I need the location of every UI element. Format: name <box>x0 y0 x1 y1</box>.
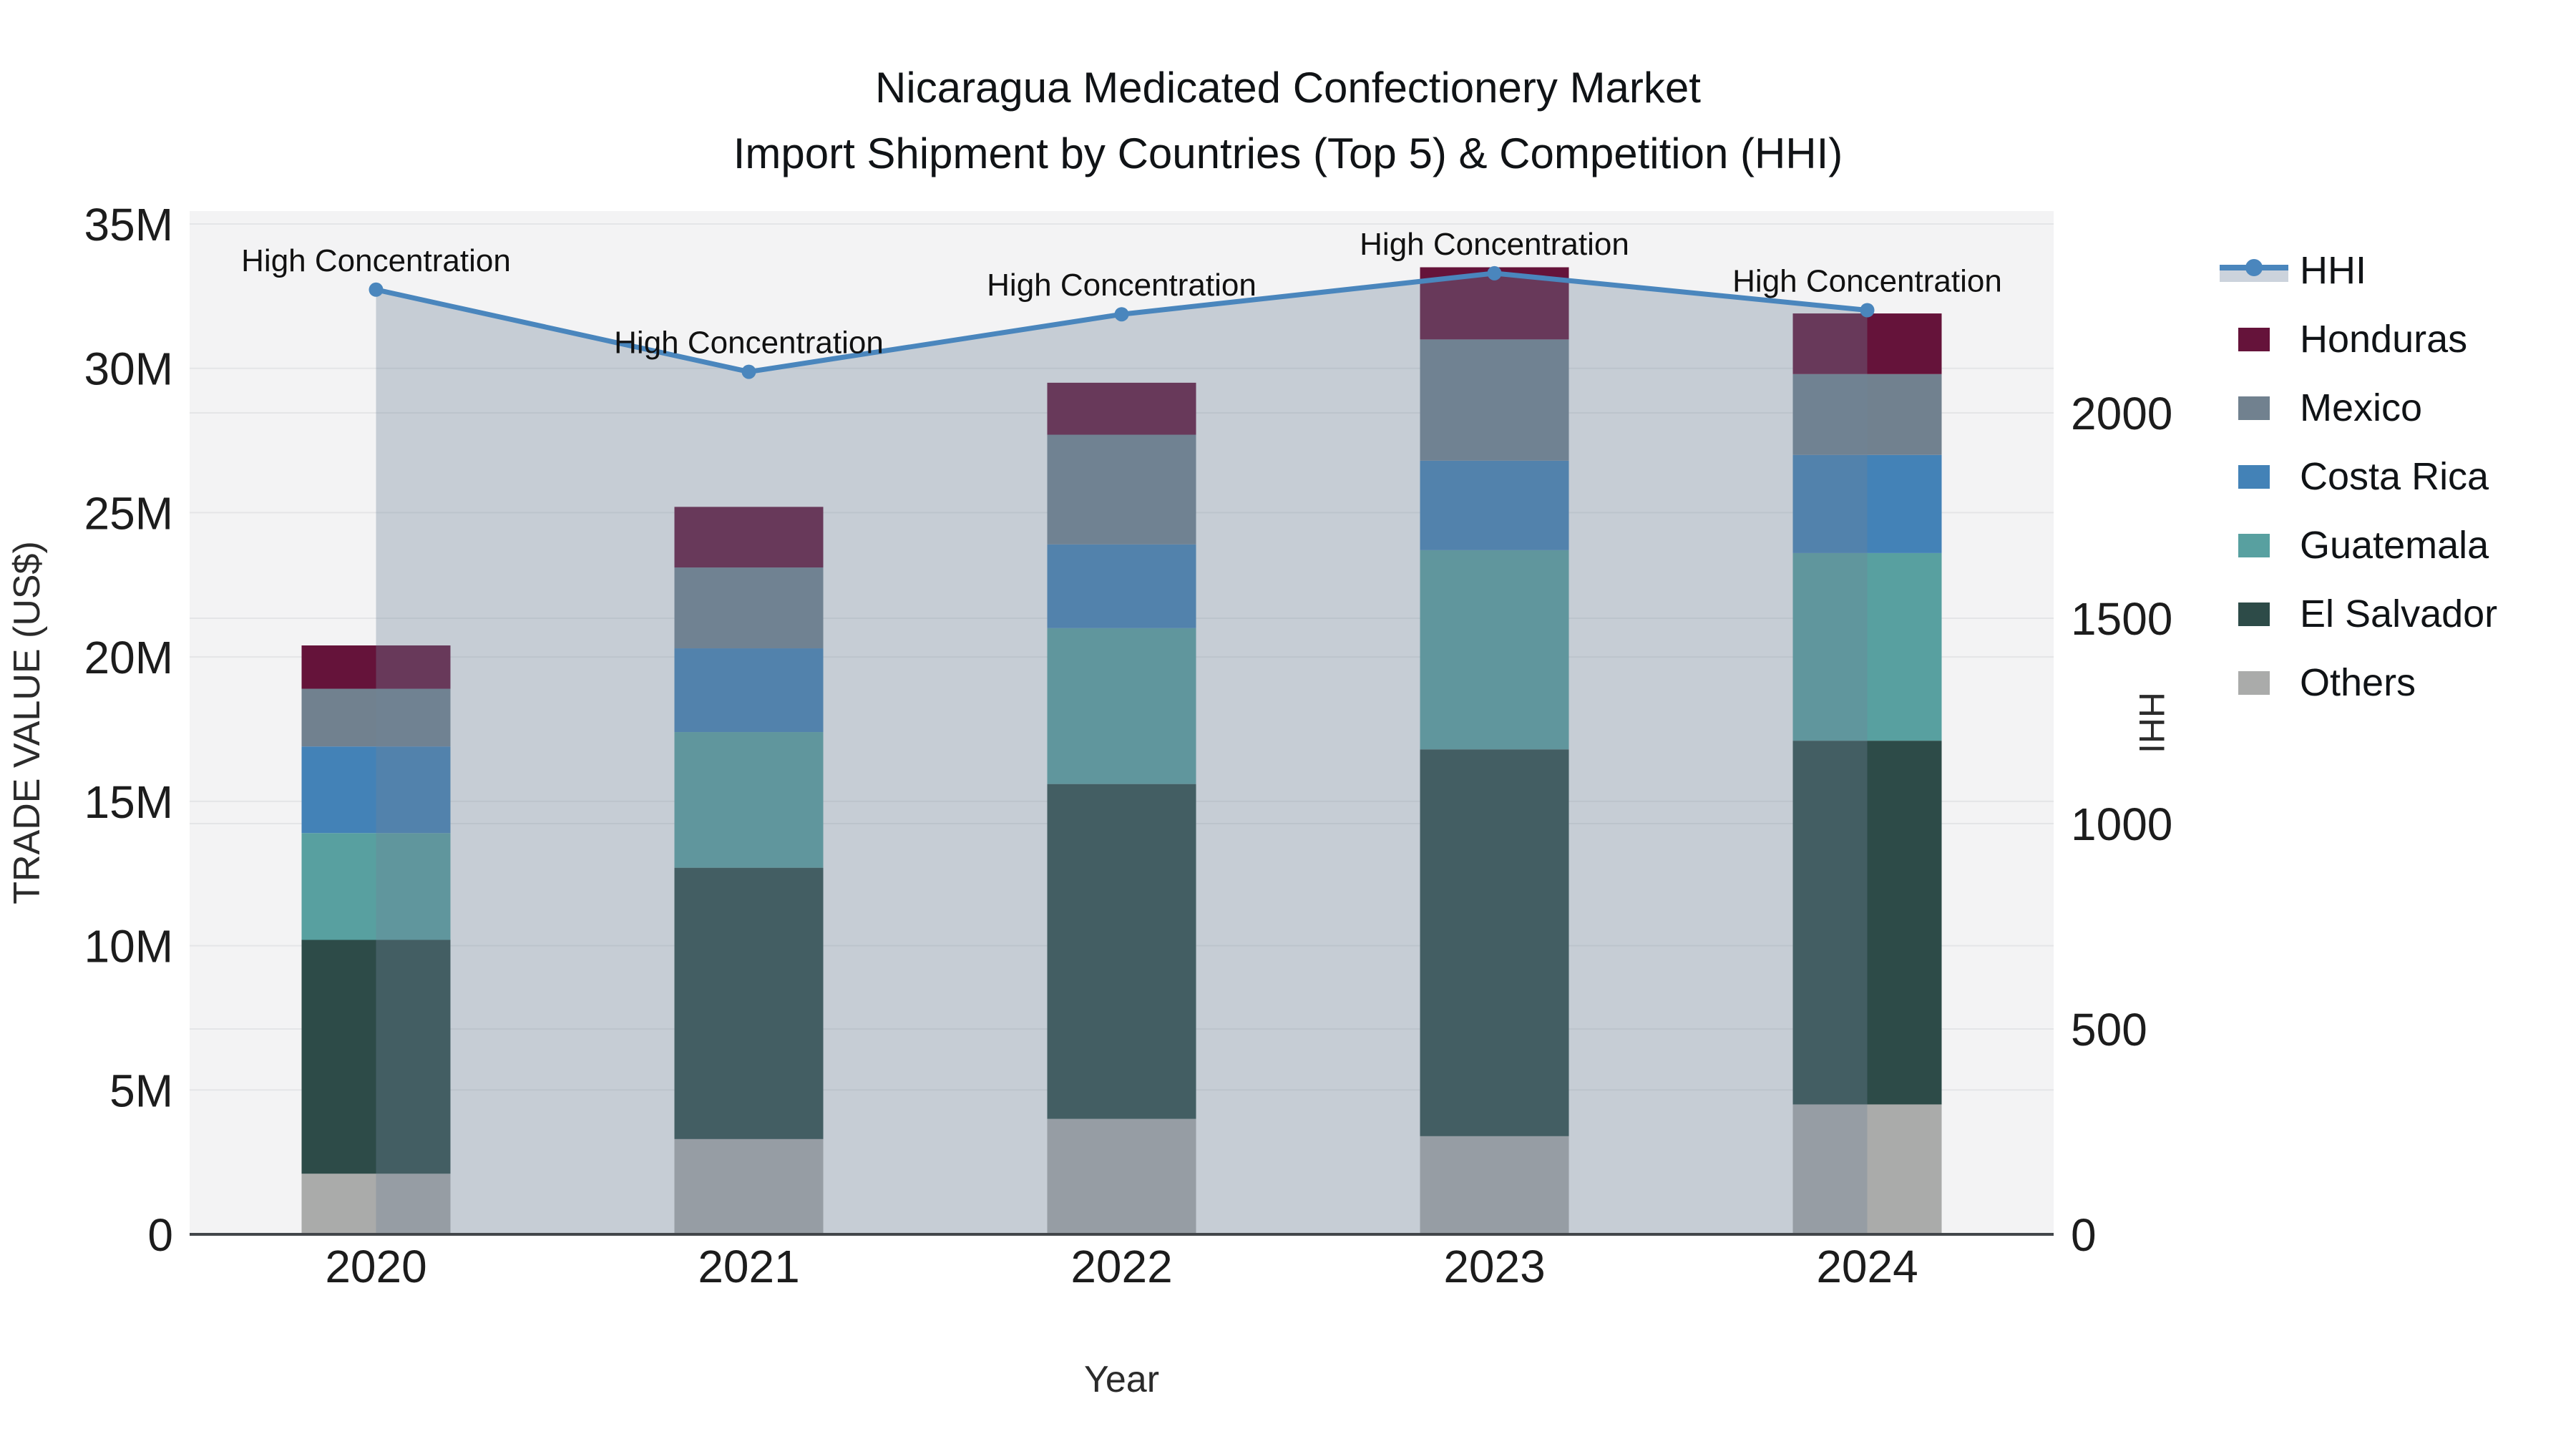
bar-segment-others-2020 <box>301 1174 451 1234</box>
legend-swatch-others <box>2218 670 2290 695</box>
bar-segment-mexico-2020 <box>301 688 451 747</box>
x-tick-label: 2024 <box>1816 1241 1918 1292</box>
bar-segment-honduras-2020 <box>301 645 451 689</box>
legend-item-costa-rica[interactable]: Costa Rica <box>2218 442 2497 511</box>
annotation-high-concentration: High Concentration <box>241 243 511 278</box>
bar-segment-others-2021 <box>674 1138 824 1234</box>
y-left-tick-label: 10M <box>84 921 174 972</box>
bar-segment-others-2022 <box>1047 1118 1196 1234</box>
bar-segment-mexico-2021 <box>674 567 824 649</box>
y-right-tick-label: 1500 <box>2071 593 2172 645</box>
y-right-tick-label: 2000 <box>2071 388 2172 439</box>
legend-label-el-salvador: El Salvador <box>2300 592 2498 635</box>
hhi-area-fill <box>376 273 1868 1235</box>
legend-item-hhi[interactable]: HHI <box>2218 236 2497 305</box>
y-left-tick-label: 25M <box>84 487 174 539</box>
bar-segment-costa-rica-2024 <box>1792 454 1942 553</box>
x-tick-label: 2020 <box>325 1241 426 1292</box>
hhi-marker-2024 <box>1860 303 1875 318</box>
bar-segment-guatemala-2024 <box>1792 552 1942 741</box>
legend: HHI Honduras Mexico Costa Rica Guatemala El S… <box>2218 236 2497 717</box>
legend-label-others: Others <box>2300 661 2416 704</box>
bar-segment-el-salvador-2020 <box>301 940 451 1174</box>
bar-segment-guatemala-2020 <box>301 833 451 940</box>
legend-label-guatemala: Guatemala <box>2300 524 2489 567</box>
legend-item-honduras[interactable]: Honduras <box>2218 305 2497 374</box>
y-left-tick-label: 30M <box>84 343 174 395</box>
hhi-marker-2023 <box>1487 265 1502 280</box>
bar-segment-el-salvador-2024 <box>1792 741 1942 1105</box>
bar-segment-costa-rica-2022 <box>1047 544 1196 628</box>
bar-segment-others-2023 <box>1420 1136 1569 1234</box>
bar-segment-honduras-2024 <box>1792 313 1942 374</box>
legend-label-honduras: Honduras <box>2300 318 2468 361</box>
bar-segment-el-salvador-2021 <box>674 867 824 1139</box>
bar-segment-mexico-2024 <box>1792 374 1942 455</box>
bar-segment-guatemala-2023 <box>1420 550 1569 750</box>
legend-item-others[interactable]: Others <box>2218 648 2497 717</box>
chart-subtitle: Import Shipment by Countries (Top 5) & C… <box>733 130 1843 177</box>
x-axis-title: Year <box>1084 1359 1159 1400</box>
legend-swatch-costa-rica <box>2218 464 2290 489</box>
chart-title: Nicaragua Medicated Confectionery Market <box>875 64 1701 112</box>
y-right-tick-label: 0 <box>2071 1209 2097 1261</box>
y-left-tick-label: 35M <box>84 199 174 250</box>
bar-segment-costa-rica-2023 <box>1420 460 1569 550</box>
legend-item-el-salvador[interactable]: El Salvador <box>2218 580 2497 648</box>
annotation-high-concentration: High Concentration <box>614 326 884 361</box>
bar-segment-mexico-2023 <box>1420 339 1569 461</box>
y-left-tick-label: 15M <box>84 776 174 828</box>
bar-segment-others-2024 <box>1792 1104 1942 1234</box>
y-left-axis-title: TRADE VALUE (US$) <box>6 541 48 904</box>
annotation-high-concentration: High Concentration <box>987 268 1257 303</box>
hhi-marker-2022 <box>1114 307 1129 322</box>
legend-item-guatemala[interactable]: Guatemala <box>2218 511 2497 580</box>
x-tick-label: 2023 <box>1443 1241 1545 1292</box>
legend-swatch-el-salvador <box>2218 602 2290 626</box>
x-tick-label: 2022 <box>1070 1241 1172 1292</box>
bar-segment-el-salvador-2023 <box>1420 749 1569 1136</box>
annotation-high-concentration: High Concentration <box>1360 227 1629 262</box>
legend-label-mexico: Mexico <box>2300 386 2423 429</box>
annotation-high-concentration: High Concentration <box>1732 264 2002 299</box>
bar-segment-honduras-2021 <box>674 507 824 568</box>
bar-segment-costa-rica-2021 <box>674 648 824 733</box>
legend-label-hhi: HHI <box>2300 249 2366 292</box>
bar-segment-guatemala-2022 <box>1047 628 1196 784</box>
bar-segment-honduras-2022 <box>1047 382 1196 435</box>
y-right-axis-title: HHI <box>2132 692 2172 753</box>
y-left-tick-label: 20M <box>84 632 174 683</box>
legend-swatch-mexico <box>2218 396 2290 420</box>
y-right-tick-label: 1000 <box>2071 799 2172 850</box>
legend-label-costa-rica: Costa Rica <box>2300 455 2489 498</box>
bar-segment-costa-rica-2020 <box>301 746 451 834</box>
hhi-marker-2021 <box>741 364 756 379</box>
legend-item-mexico[interactable]: Mexico <box>2218 374 2497 442</box>
x-tick-label: 2021 <box>698 1241 799 1292</box>
bar-segment-mexico-2022 <box>1047 434 1196 545</box>
bar-segment-el-salvador-2022 <box>1047 784 1196 1119</box>
y-right-tick-label: 500 <box>2071 1004 2147 1055</box>
legend-swatch-honduras <box>2218 327 2290 351</box>
hhi-marker-2020 <box>369 282 384 297</box>
y-left-tick-label: 5M <box>109 1065 173 1116</box>
bar-segment-guatemala-2021 <box>674 732 824 868</box>
legend-swatch-guatemala <box>2218 533 2290 557</box>
y-left-tick-label: 0 <box>147 1209 173 1261</box>
hhi-line-legend-icon <box>2218 259 2290 282</box>
